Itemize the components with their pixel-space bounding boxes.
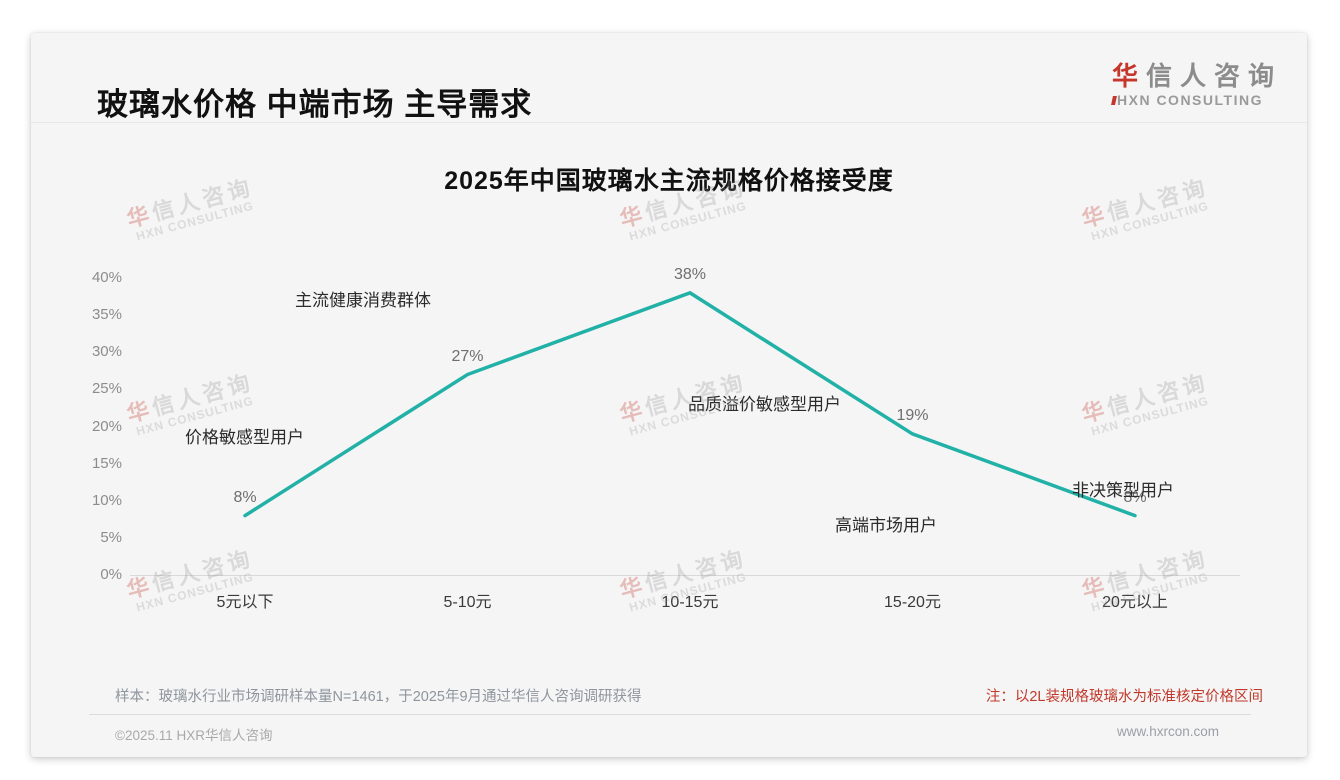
logo-en-text: HXN CONSULTING bbox=[1111, 92, 1282, 108]
x-axis-label: 10-15元 bbox=[661, 594, 719, 611]
y-tick-label: 20% bbox=[91, 417, 122, 435]
data-point-label: 8% bbox=[233, 488, 257, 506]
y-tick-label: 30% bbox=[91, 343, 122, 361]
logo-cn-accent: 华 bbox=[1112, 61, 1147, 91]
chart-annotation: 高端市场用户 bbox=[835, 516, 937, 535]
y-tick-label: 15% bbox=[91, 454, 122, 472]
logo-cn-rest: 信人咨询 bbox=[1146, 61, 1283, 91]
data-point-label: 38% bbox=[673, 265, 707, 283]
chart-annotation: 主流健康消费群体 bbox=[295, 291, 431, 310]
data-point-label: 27% bbox=[451, 347, 484, 365]
data-point-label: 8% bbox=[1123, 488, 1147, 506]
data-point-label: 19% bbox=[896, 406, 929, 424]
copyright-text: ©2025.11 HXR华信人咨询 bbox=[115, 728, 273, 743]
footer-divider bbox=[89, 714, 1251, 715]
x-axis-label: 5元以下 bbox=[216, 594, 274, 611]
y-tick-label: 10% bbox=[91, 491, 122, 509]
price-acceptance-line bbox=[243, 290, 1137, 518]
chart-annotation: 价格敏感型用户 bbox=[185, 428, 304, 447]
sample-footnote: 样本：玻璃水行业市场调研样本量N=1461，于2025年9月通过华信人咨询调研获… bbox=[115, 689, 642, 705]
pricing-note: 注：以2L装规格玻璃水为标准核定价格区间 bbox=[985, 689, 1263, 705]
page-title: 玻璃水价格 中端市场 主导需求 bbox=[97, 87, 533, 122]
y-tick-label: 35% bbox=[91, 306, 122, 324]
report-card: 玻璃水价格 中端市场 主导需求 华信人咨询 HXN CONSULTING 202… bbox=[31, 33, 1307, 757]
logo-en-label: HXN CONSULTING bbox=[1117, 92, 1263, 108]
y-tick-label: 5% bbox=[100, 528, 122, 546]
x-axis-label: 5-10元 bbox=[443, 594, 492, 611]
x-axis-baseline bbox=[130, 575, 1240, 576]
chart-annotation: 品质溢价敏感型用户 bbox=[688, 395, 841, 414]
line-chart: 0% 5% 10% 15% 20% 25% 30% 35% 40% 8% 27% 38% 19% 8% 5元… bbox=[92, 250, 1276, 645]
x-axis-label: 20元以上 bbox=[1102, 594, 1168, 611]
x-axis-label: 15-20元 bbox=[884, 594, 941, 611]
logo-cn-text: 华信人咨询 bbox=[1112, 63, 1282, 89]
chart-title: 2025年中国玻璃水主流规格价格接受度 bbox=[444, 167, 894, 195]
website-url: www.hxrcon.com bbox=[1116, 724, 1219, 739]
y-tick-label: 0% bbox=[100, 566, 122, 583]
y-tick-label: 25% bbox=[91, 380, 122, 398]
header-divider bbox=[31, 122, 1307, 123]
chart-annotation: 非决策型用户 bbox=[1072, 481, 1174, 500]
chart-svg bbox=[243, 290, 1137, 518]
y-tick-label: 40% bbox=[91, 269, 122, 286]
company-logo: 华信人咨询 HXN CONSULTING bbox=[1111, 63, 1282, 108]
